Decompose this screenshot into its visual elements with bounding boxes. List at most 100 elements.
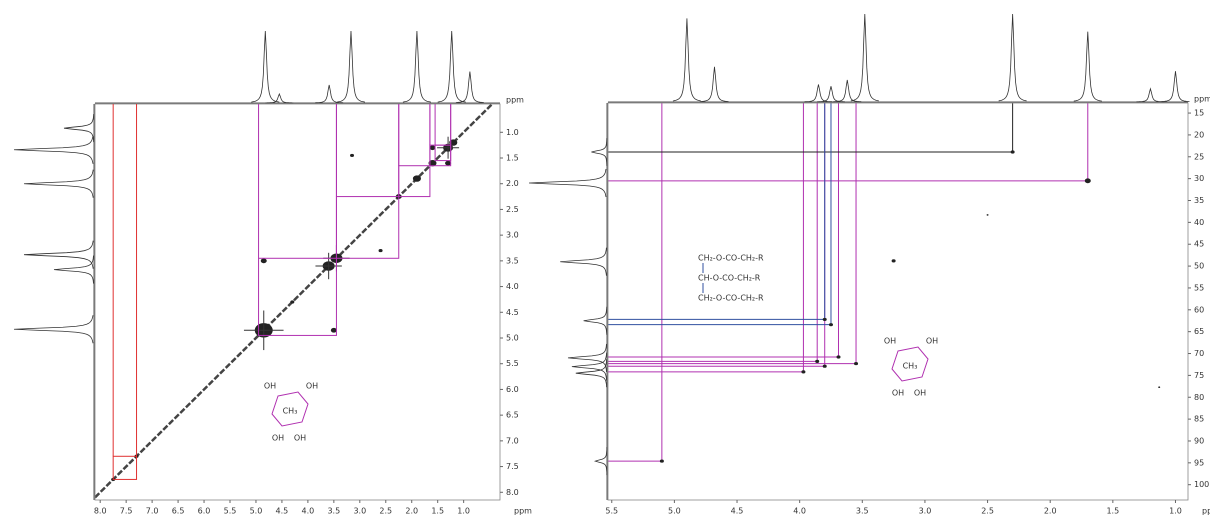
x-tick-label: 7.5 (120, 507, 133, 516)
x-tick-label: 4.0 (302, 507, 315, 516)
top-projection-peak (251, 31, 279, 102)
cross-peak (823, 365, 827, 368)
y-tick-label: 50 (1194, 262, 1204, 271)
y-tick-label: 30 (1194, 174, 1204, 183)
side-projection-peak (24, 170, 93, 198)
structure-label: CH₃ (283, 407, 298, 416)
cross-peak (829, 323, 833, 326)
y-tick-label: 45 (1194, 240, 1204, 249)
y-tick-label: 5.5 (506, 359, 519, 368)
y-tick-label: 40 (1194, 218, 1204, 227)
x-tick-label: 4.0 (793, 507, 806, 516)
formula-line: CH₂-O-CO-CH₂-R (698, 254, 764, 263)
y-axis-label: ppm (1194, 95, 1210, 104)
y-tick-label: 95 (1194, 458, 1204, 467)
x-tick-label: 1.0 (457, 507, 470, 516)
cross-peak (413, 175, 421, 181)
y-tick-label: 35 (1194, 196, 1204, 205)
y-tick-label: 15 (1194, 109, 1204, 118)
top-projection-peak (700, 67, 728, 102)
x-axis-label: ppm (1202, 507, 1210, 516)
cross-peak (987, 214, 989, 216)
cross-peak (854, 362, 858, 365)
y-tick-label: 4.5 (506, 308, 519, 317)
x-tick-label: 3.5 (856, 507, 869, 516)
y-tick-label: 60 (1194, 305, 1204, 314)
top-projection-peak (673, 18, 701, 101)
structure-label: OH (272, 434, 284, 443)
y-tick-label: 8.0 (506, 488, 519, 497)
x-tick-label: 6.0 (198, 507, 211, 516)
top-projection-peak (851, 14, 879, 101)
structure-label: OH (306, 382, 318, 391)
cross-peak (815, 360, 819, 363)
x-tick-label: 2.0 (1044, 507, 1057, 516)
x-tick-label: 2.5 (981, 507, 994, 516)
y-tick-label: 6.0 (506, 385, 519, 394)
structure-label: OH (926, 337, 938, 346)
cross-peak (836, 355, 840, 358)
structure-label: OH (264, 382, 276, 391)
x-tick-label: 1.5 (431, 507, 444, 516)
top-projection-peak (1136, 89, 1164, 102)
y-tick-label: 3.5 (506, 256, 519, 265)
x-tick-label: 3.5 (327, 507, 340, 516)
y-tick-label: 70 (1194, 349, 1204, 358)
formula-line: CH₂-O-CO-CH₂-R (698, 294, 764, 303)
x-tick-label: 2.5 (379, 507, 392, 516)
y-tick-label: 3.0 (506, 231, 519, 240)
y-tick-label: 2.0 (506, 179, 519, 188)
top-projection-peak (438, 31, 466, 102)
side-projection-peak (14, 136, 93, 164)
y-tick-label: 80 (1194, 393, 1204, 402)
structure-label: OH (884, 337, 896, 346)
y-tick-label: 20 (1194, 130, 1204, 139)
x-tick-label: 2.0 (405, 507, 418, 516)
top-projection-peak (337, 31, 365, 102)
cross-peak (1011, 150, 1015, 153)
y-tick-label: 1.5 (506, 154, 519, 163)
side-projection-peak (560, 248, 606, 276)
side-projection-peak (14, 315, 93, 343)
cross-peak (379, 249, 383, 252)
plot-area (608, 103, 1160, 463)
side-projection-peak (568, 344, 607, 372)
x-tick-label: 5.5 (224, 507, 237, 516)
y-tick-label: 5.0 (506, 334, 519, 343)
cross-peak (892, 259, 896, 262)
plot-frame (608, 103, 1188, 500)
y-tick-label: 100 (1194, 480, 1209, 489)
x-tick-label: 7.0 (146, 507, 159, 516)
top-projection-peak (804, 84, 832, 101)
x-tick-label: 6.5 (172, 507, 185, 516)
cross-peak (823, 318, 827, 321)
y-tick-label: 7.0 (506, 436, 519, 445)
y-tick-label: 75 (1194, 371, 1204, 380)
cross-peak (660, 459, 664, 462)
cross-peak (1085, 178, 1091, 183)
side-projection-peak (584, 307, 607, 335)
x-tick-label: 5.0 (668, 507, 681, 516)
y-tick-label: 55 (1194, 283, 1204, 292)
side-projection-peak (529, 169, 606, 197)
page: {"chart_data": [ {"type": "cosy", "x_lab… (0, 0, 1210, 521)
x-tick-label: 3.0 (919, 507, 932, 516)
side-projection-peak (576, 359, 607, 387)
chart: 8.0 7.5 7.0 6.5 6.0 5.5 5.0 4.5 4.0 3.5 3.0 2.5 2.0 1… (0, 0, 1210, 521)
cross-peak (350, 154, 354, 157)
x-tick-label: 3.0 (353, 507, 366, 516)
side-projection-peak (64, 114, 94, 142)
x-tick-label: 4.5 (276, 507, 289, 516)
top-projection-peak (265, 94, 293, 103)
y-tick-label: 4.0 (506, 282, 519, 291)
cross-peak (801, 370, 805, 373)
formula-line: CH-O-CO-CH₂-R (698, 274, 761, 283)
side-projection-peak (595, 447, 607, 475)
y-tick-label: 85 (1194, 415, 1204, 424)
cross-peak (1158, 386, 1160, 388)
top-projection-peak (1074, 32, 1102, 102)
y-tick-label: 65 (1194, 327, 1204, 336)
x-tick-label: 1.0 (1169, 507, 1182, 516)
x-tick-label: 4.5 (731, 507, 744, 516)
